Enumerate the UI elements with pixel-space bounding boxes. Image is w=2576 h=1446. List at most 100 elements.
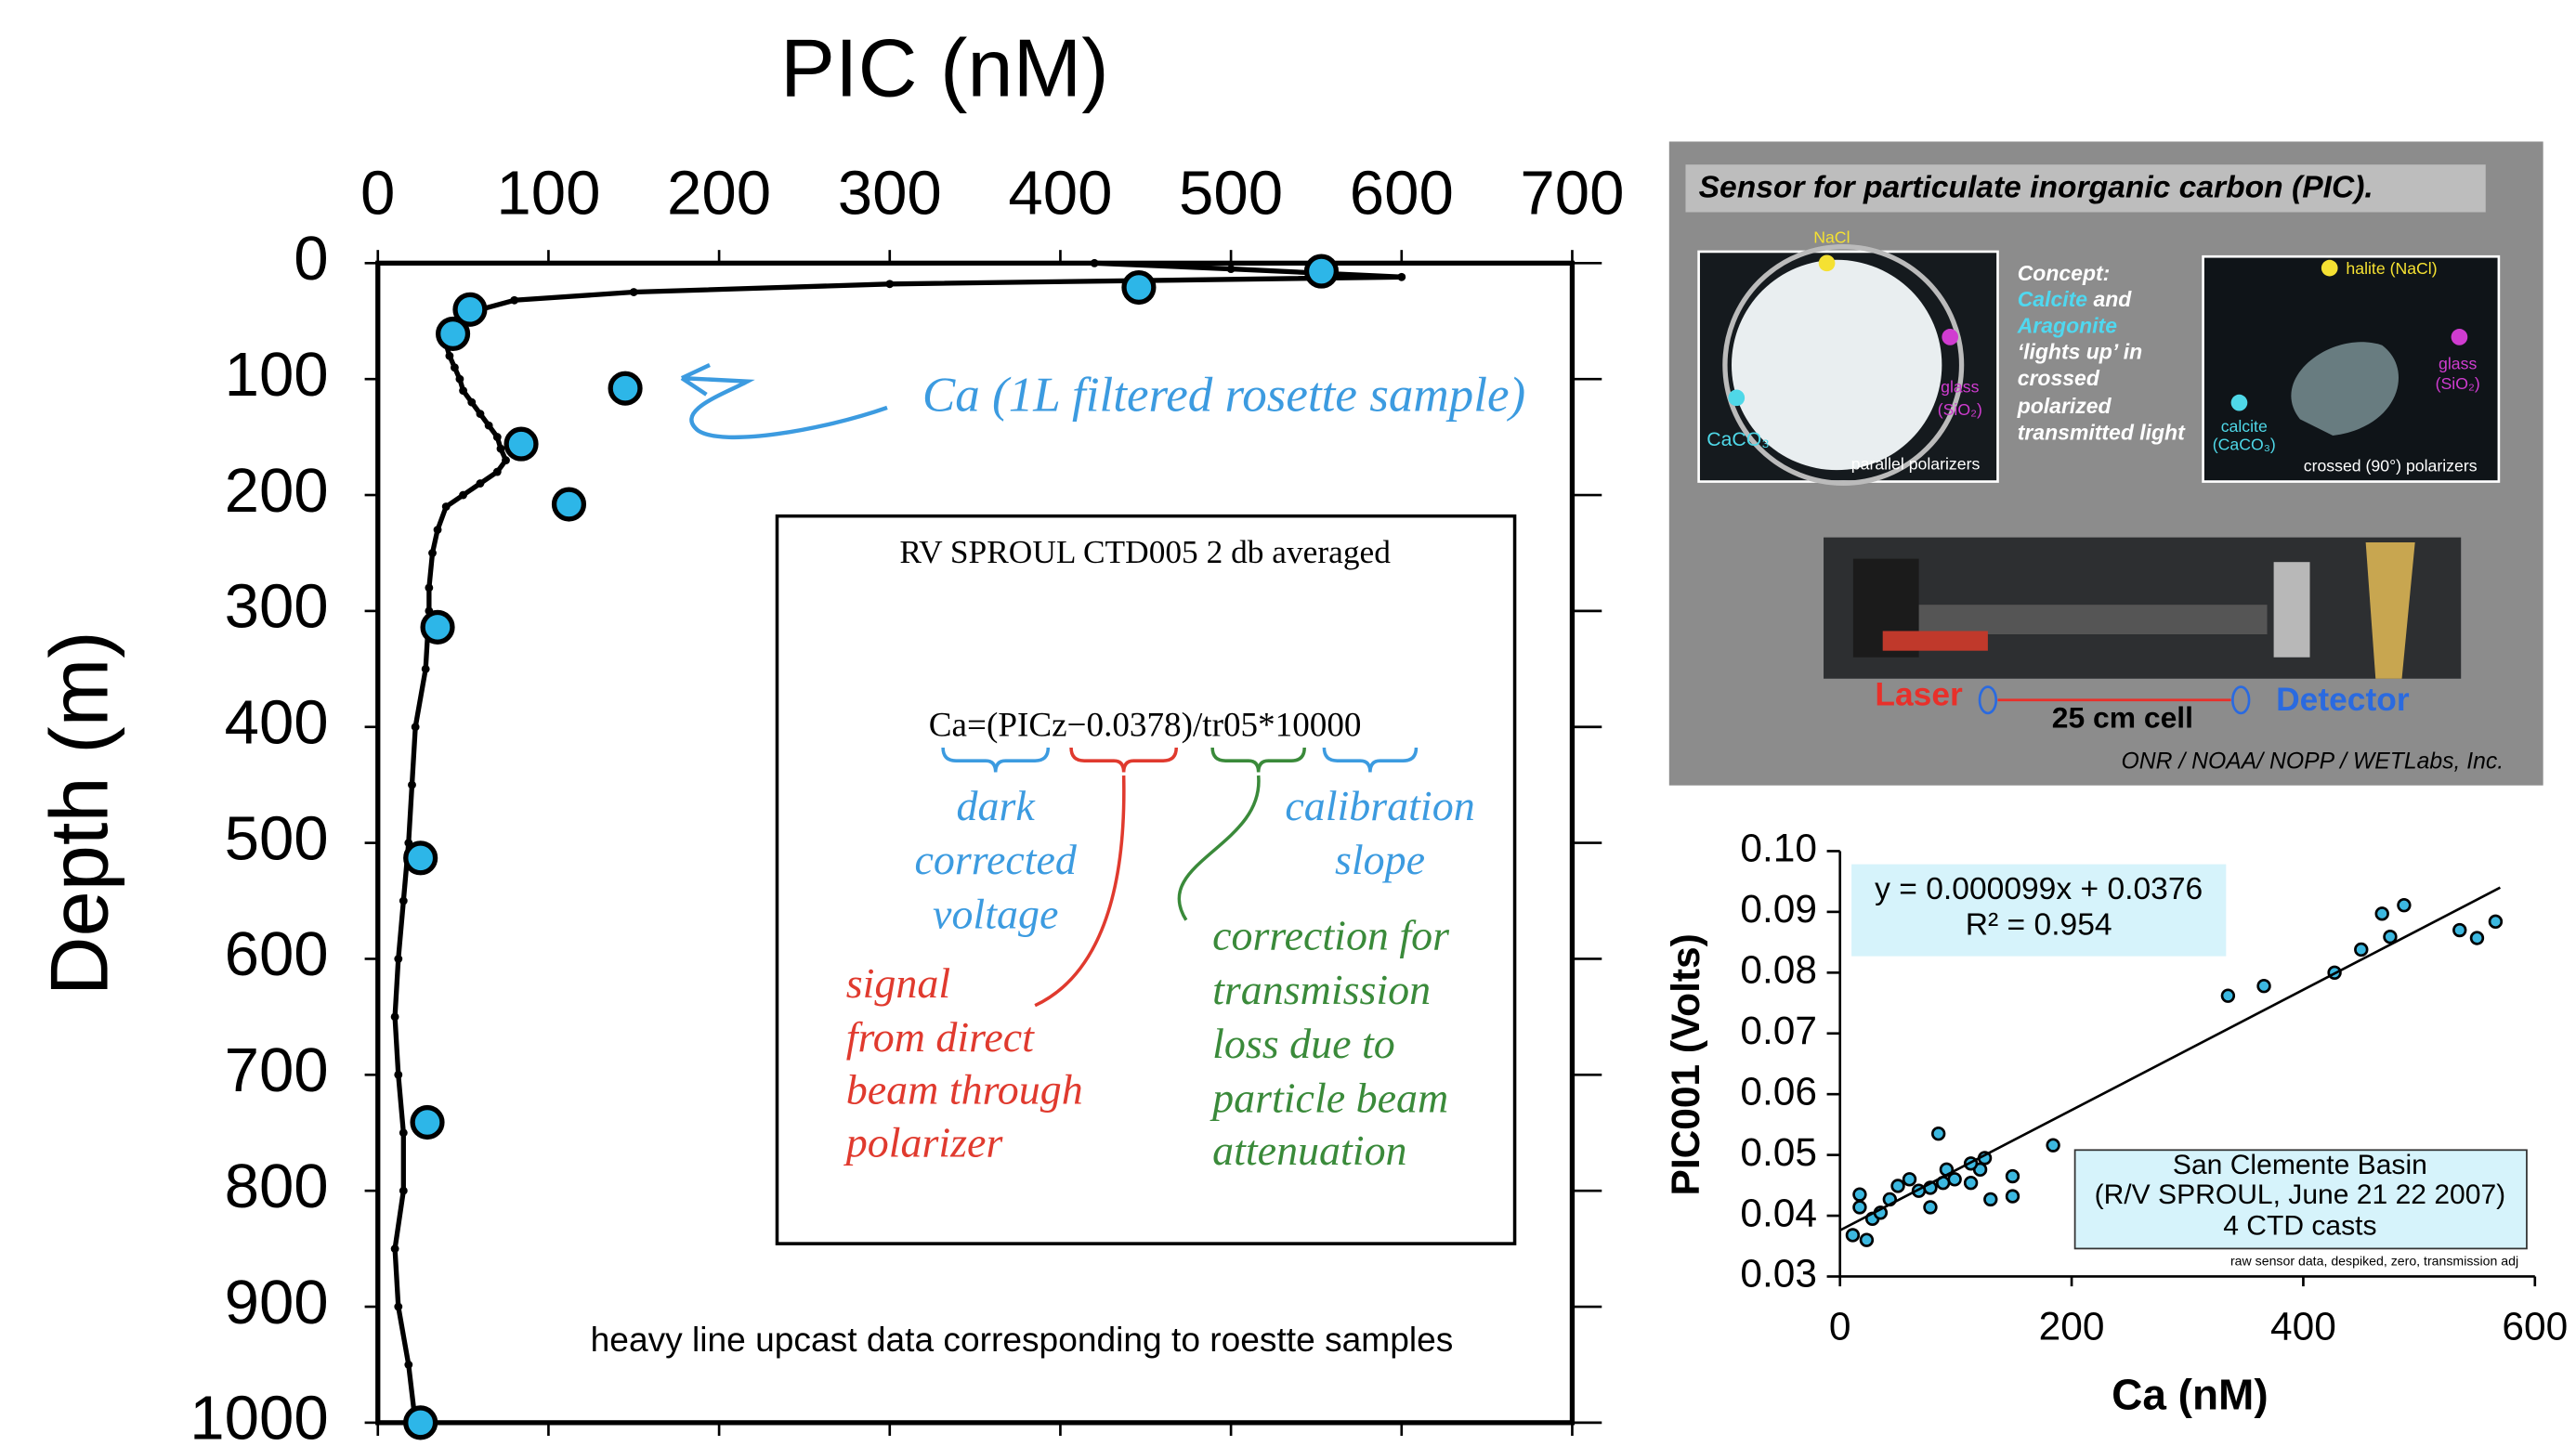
line-point: [394, 955, 402, 963]
y-tick-label: 300: [225, 572, 329, 642]
marker-dot: [2452, 329, 2468, 345]
y-tick-label: 100: [225, 340, 329, 410]
line-point: [391, 1012, 399, 1021]
sample-point: [1307, 256, 1337, 286]
photo-label: NaCl: [1813, 228, 1850, 246]
line-point: [451, 363, 459, 371]
concept-text: Calcite and: [2018, 287, 2133, 311]
chart-title: PIC (nM): [780, 21, 1109, 113]
line-point: [399, 1128, 408, 1137]
marker-dot: [1819, 254, 1836, 271]
sample-point: [2399, 899, 2411, 911]
photo-label: halite (NaCl): [2346, 259, 2437, 278]
line-point: [434, 526, 442, 534]
line-point: [493, 433, 502, 441]
y-tick-label: 600: [225, 919, 329, 989]
y-tick-label: 0: [294, 224, 328, 293]
concept-text: Calcite: [2018, 287, 2088, 311]
annotation: dark: [957, 782, 1037, 829]
r-squared: R² = 0.954: [1966, 908, 2112, 943]
device-part: [1873, 605, 2267, 634]
annotation: voltage: [933, 890, 1058, 937]
line-point: [394, 1303, 402, 1311]
y-axis-label: Depth (m): [33, 631, 124, 996]
sample-point: [438, 319, 468, 349]
photo-label: (CaCO₃): [2213, 435, 2276, 453]
concept-text: Concept:: [2018, 261, 2111, 285]
sample-point: [1965, 1177, 1977, 1189]
sample-point: [1847, 1230, 1859, 1242]
legend-text: 4 CTD casts: [2223, 1210, 2376, 1241]
x-tick-label: 600: [2502, 1304, 2568, 1348]
marker-dot: [1728, 389, 1745, 406]
profile-chart: 0100200300400500600700010020030040050060…: [33, 21, 1624, 1446]
sample-point: [2047, 1140, 2059, 1152]
annotation: attenuation: [1212, 1127, 1406, 1174]
line-point: [502, 456, 510, 464]
annotation: loss due to: [1212, 1020, 1395, 1067]
concept-text: crossed: [2018, 366, 2100, 390]
annotation: Ca (1L filtered rosette sample): [922, 368, 1525, 422]
sample-point: [2258, 980, 2270, 992]
sample-point: [2490, 916, 2502, 928]
sample-point: [1932, 1127, 1944, 1140]
line-point: [485, 422, 493, 430]
line-point: [510, 296, 518, 305]
photo-label: calcite: [2221, 417, 2268, 436]
annotation: correction for: [1212, 911, 1450, 958]
sample-point: [1854, 1202, 1866, 1214]
y-tick-label: 0.07: [1740, 1009, 1817, 1052]
sample-point: [2385, 931, 2397, 943]
sample-point: [555, 489, 584, 519]
x-tick-label: 200: [2039, 1304, 2105, 1348]
concept-text: and: [2093, 287, 2132, 311]
line-point: [404, 1361, 412, 1369]
line-point: [459, 491, 467, 500]
y-tick-label: 0.08: [1740, 948, 1817, 992]
concept-text: transmitted light: [2018, 420, 2186, 444]
line-point: [442, 502, 451, 511]
sample-point: [610, 373, 640, 403]
box-title: RV SPROUL CTD005 2 db averaged: [899, 533, 1391, 570]
photo-caption: crossed (90°) polarizers: [2304, 456, 2478, 475]
photo-label: (SiO₂): [2436, 374, 2480, 393]
line-point: [467, 398, 476, 407]
x-tick-label: 400: [2270, 1304, 2336, 1348]
annotation: transmission: [1212, 966, 1431, 1013]
x-tick-label: 600: [1350, 158, 1454, 228]
annotation: slope: [1335, 836, 1425, 883]
marker-dot: [1942, 329, 1958, 345]
line-point: [1227, 265, 1236, 273]
legend-text: (R/V SPROUL, June 21 22 2007): [2095, 1179, 2506, 1210]
y-tick-label: 500: [225, 803, 329, 873]
line-point: [399, 897, 408, 905]
line-point: [428, 549, 437, 557]
line-point: [425, 583, 433, 592]
panel-title: Sensor for particulate inorganic carbon …: [1699, 171, 2373, 205]
marker-dot: [2321, 260, 2338, 277]
line-point: [445, 352, 453, 360]
figure: 0100200300400500600700010020030040050060…: [0, 0, 2576, 1446]
concept-text: Aragonite: [2017, 313, 2117, 337]
page: { "chart_data": [ { "type": "line", "tit…: [0, 0, 2576, 1446]
annotation: particle beam: [1210, 1075, 1448, 1122]
line-point: [1091, 259, 1099, 267]
line-point: [477, 410, 485, 418]
annotation: signal: [846, 959, 950, 1007]
sample-point: [1892, 1180, 1904, 1192]
sample-point: [1984, 1193, 1996, 1205]
concept-text: ‘lights up’ in: [2018, 340, 2142, 364]
photo-label: glass: [1941, 377, 1979, 396]
equation: y = 0.000099x + 0.0376: [1875, 872, 2203, 906]
y-tick-label: 400: [225, 687, 329, 757]
x-tick-label: 500: [1179, 158, 1283, 228]
sample-point: [2007, 1191, 2019, 1203]
marker-dot: [2231, 395, 2248, 411]
cell-label: 25 cm cell: [2052, 700, 2193, 734]
line-point: [408, 781, 416, 789]
annotation: polarizer: [843, 1118, 1004, 1166]
sample-point: [2007, 1170, 2019, 1182]
sample-point: [1854, 1189, 1866, 1201]
line-point: [412, 723, 420, 731]
line-point: [455, 375, 464, 384]
